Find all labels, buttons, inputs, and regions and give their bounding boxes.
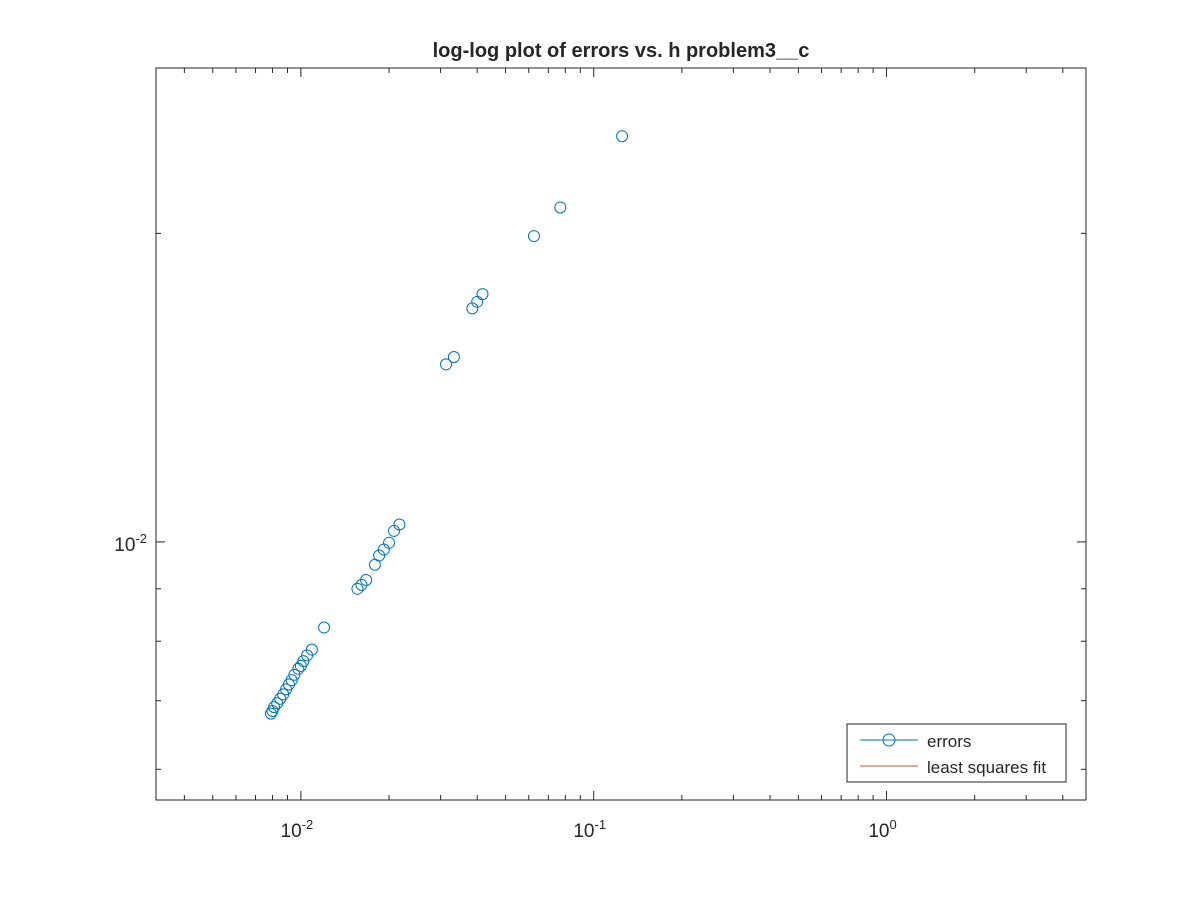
legend-label-errors: errors	[927, 732, 971, 751]
error-point	[301, 649, 314, 662]
error-point	[440, 358, 453, 371]
error-point	[351, 582, 364, 595]
legend: errors least squares fit	[846, 723, 1067, 783]
error-point	[294, 659, 307, 672]
chart-title: log-log plot of errors vs. h problem3__c	[433, 40, 810, 62]
x-tick-label: 10-1	[573, 817, 606, 842]
error-point	[266, 704, 279, 717]
error-point	[288, 668, 301, 681]
error-point	[616, 130, 629, 143]
tick-marks	[156, 68, 1086, 800]
error-point	[292, 662, 305, 675]
plot-area	[155, 67, 1087, 801]
error-point	[264, 707, 277, 720]
x-tick-label: 10-2	[281, 817, 314, 842]
error-point	[355, 578, 368, 591]
error-point	[466, 302, 479, 315]
legend-label-fit: least squares fit	[927, 758, 1046, 777]
error-point	[388, 524, 401, 537]
error-point	[368, 558, 381, 571]
error-point	[318, 621, 331, 634]
error-point	[527, 230, 540, 243]
errors-series	[264, 130, 629, 720]
legend-errors-marker	[882, 733, 896, 747]
legend-box	[846, 723, 1067, 783]
error-point	[471, 295, 484, 308]
error-point	[554, 201, 567, 214]
tick-labels: 10-2 10-1 100 10-2	[114, 531, 896, 842]
error-point	[447, 351, 460, 364]
error-point	[360, 573, 373, 586]
y-tick-label: 10-2	[114, 531, 147, 556]
x-tick-label: 100	[868, 817, 896, 842]
